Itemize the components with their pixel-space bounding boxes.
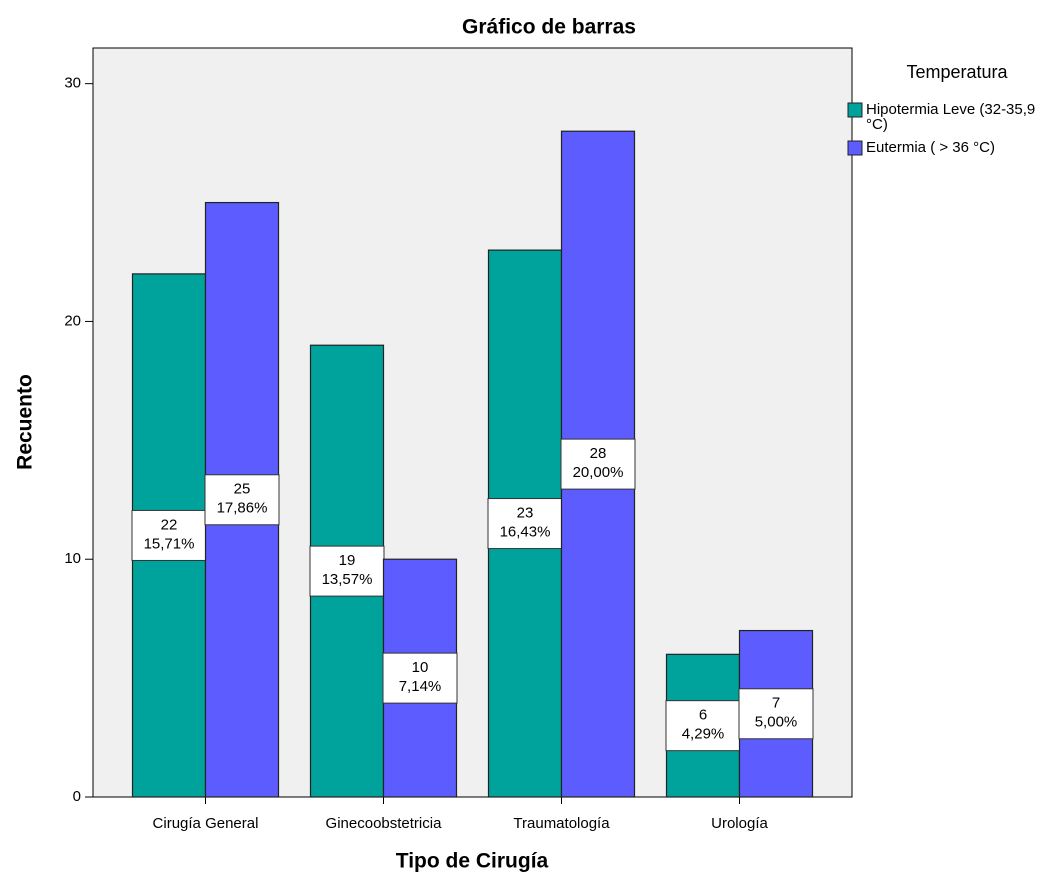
percentage-label: 20,00% — [573, 464, 624, 481]
x-axis-title: Tipo de Cirugía — [396, 850, 549, 873]
y-tick-label: 10 — [64, 550, 81, 567]
percentage-label: 4,29% — [682, 726, 725, 743]
data-label: 10 — [412, 659, 429, 676]
legend-swatch — [847, 140, 863, 156]
y-tick-label: 20 — [64, 312, 81, 329]
data-label-box — [309, 545, 385, 597]
x-tick-label: Traumatología — [513, 815, 610, 832]
percentage-label: 17,86% — [217, 500, 268, 517]
data-label-box — [204, 474, 280, 526]
percentage-label: 16,43% — [500, 524, 551, 541]
data-label: 22 — [161, 516, 178, 533]
data-label-box — [738, 688, 814, 740]
data-label: 25 — [234, 481, 251, 498]
data-label-box — [131, 509, 207, 561]
percentage-label: 15,71% — [144, 535, 195, 552]
x-tick-label: Urología — [711, 815, 768, 832]
x-tick-label: Ginecoobstetricia — [326, 815, 443, 832]
data-label: 19 — [339, 552, 356, 569]
legend-swatch — [847, 102, 863, 118]
data-label: 6 — [699, 707, 707, 724]
y-axis-title: Recuento — [14, 374, 37, 470]
percentage-label: 13,57% — [322, 571, 373, 588]
data-label: 23 — [517, 505, 534, 522]
legend-title: Temperatura — [906, 62, 1008, 82]
x-tick-label: Cirugía General — [153, 815, 259, 832]
data-label: 28 — [590, 445, 607, 462]
y-tick-label: 30 — [64, 75, 81, 92]
data-label-box — [382, 652, 458, 704]
percentage-label: 5,00% — [755, 714, 798, 731]
data-label-box — [560, 438, 636, 490]
percentage-label: 7,14% — [399, 678, 442, 695]
chart-title: Gráfico de barras — [462, 16, 636, 39]
y-tick-label: 0 — [73, 788, 81, 805]
legend-label: Hipotermia Leve (32-35,9 °C) — [866, 101, 1036, 133]
legend-label: Eutermia ( > 36 °C) — [866, 139, 995, 156]
data-label: 7 — [772, 695, 780, 712]
